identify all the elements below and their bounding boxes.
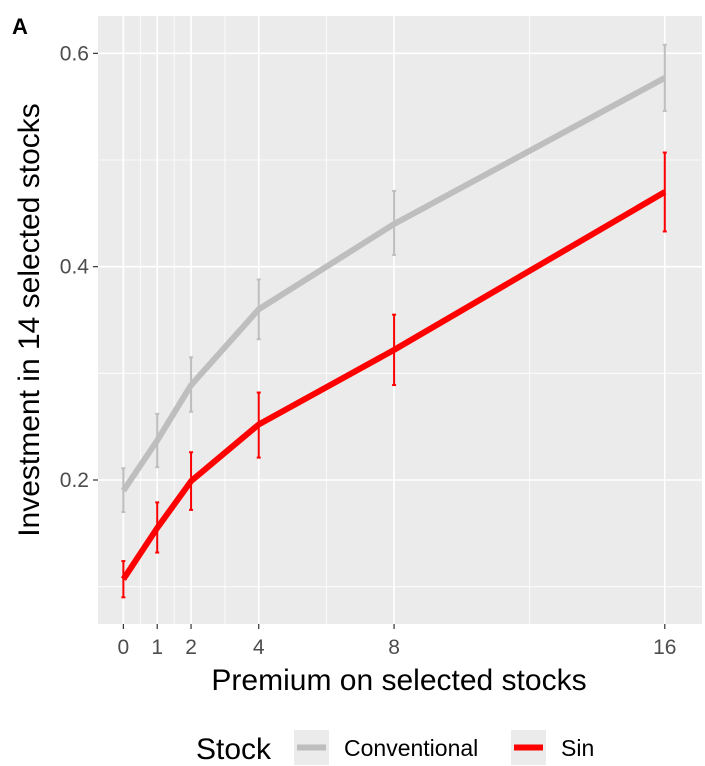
plot-panel: [98, 16, 702, 624]
error-bar: [121, 467, 126, 513]
x-tick-label: 4: [253, 636, 265, 659]
error-bar: [256, 278, 261, 341]
error-bar: [392, 313, 397, 387]
y-tick-label: 0.2: [60, 469, 89, 492]
series-line-conventional: [120, 75, 667, 493]
series-line-sin: [120, 189, 667, 581]
x-tick-label: 2: [185, 636, 197, 659]
y-axis-title: Investment in 14 selected stocks: [13, 103, 46, 537]
error-bar: [189, 356, 194, 413]
error-bar: [392, 189, 397, 256]
x-tick-label: 16: [653, 636, 676, 659]
y-tick-label: 0.6: [60, 42, 89, 65]
x-axis-title: Premium on selected stocks: [211, 664, 586, 697]
legend-label-sin: Sin: [561, 735, 594, 761]
legend-title: Stock: [196, 733, 272, 766]
x-tick-label: 0: [118, 636, 130, 659]
error-bar: [662, 43, 667, 112]
data-series: [120, 43, 667, 599]
panel-label: A: [12, 14, 28, 39]
error-bar: [155, 501, 160, 554]
legend-label-conventional: Conventional: [344, 735, 478, 761]
legend: Conventional Sin: [294, 730, 594, 765]
x-tick-label: 8: [388, 636, 400, 659]
error-bar: [662, 151, 667, 233]
error-bar: [189, 451, 194, 511]
error-bar: [256, 391, 261, 459]
error-bar: [155, 412, 160, 469]
x-tick-label: 1: [151, 636, 163, 659]
y-tick-label: 0.4: [60, 256, 90, 279]
axis-ticks: 0.2 0.4 0.6 0 1 2 4 8 16: [60, 42, 677, 659]
error-bar: [121, 560, 126, 599]
